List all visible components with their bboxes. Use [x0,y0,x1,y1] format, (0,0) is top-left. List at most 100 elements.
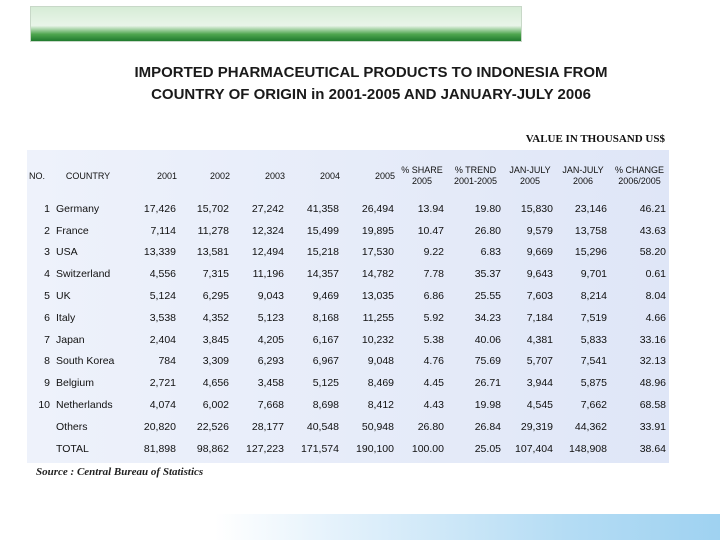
units-note: VALUE IN THOUSAND US$ [525,133,665,145]
cell-2005: 17,530 [361,246,394,259]
cell-jan-july-2005: 9,643 [526,268,553,281]
cell-2005: 190,100 [356,442,394,455]
footer-decoration-bar [215,514,720,540]
page-title: IMPORTED PHARMACEUTICAL PRODUCTS TO INDO… [40,62,702,106]
cell-2004: 8,168 [312,311,339,324]
cell-jan-july-2006: 7,662 [580,399,607,412]
cell-2004: 6,967 [312,355,339,368]
cell-trend: 19.80 [474,202,501,215]
cell-share-2005: 4.45 [423,377,444,390]
cell-share-2005: 13.94 [417,202,444,215]
cell-jan-july-2006: 148,908 [569,442,607,455]
cell-jan-july-2006: 8,214 [580,290,607,303]
cell-2003: 4,205 [257,333,284,346]
cell-2002: 7,315 [202,268,229,281]
cell-2003: 11,196 [252,268,284,281]
cell-trend: 19.98 [474,399,501,412]
cell-no: 1 [44,202,50,215]
cell-jan-july-2006: 7,519 [580,311,607,324]
table-row: 10 Netherlands 4,074 6,002 7,668 8,698 8,412 4.… [27,394,669,416]
cell-2004: 15,218 [306,246,339,259]
cell-change: 4.66 [645,311,666,324]
header-change: % CHANGE 2006/2005 [614,165,664,186]
table-body: 1 Germany 17,426 15,702 27,242 41,358 26,494 13… [27,198,669,460]
cell-change: 68.58 [639,399,666,412]
cell-2002: 3,845 [202,333,229,346]
cell-change: 48.96 [639,377,666,390]
cell-jan-july-2006: 5,875 [580,377,607,390]
cell-2003: 9,043 [257,290,284,303]
header-jan-july-2006: JAN-JULY 2006 [562,165,604,186]
cell-country: South Korea [56,355,115,368]
cell-trend: 26.71 [474,377,501,390]
table-row: 7 Japan 2,404 3,845 4,205 6,167 10,232 5.38 40.0… [27,329,669,351]
cell-2005: 10,232 [361,333,394,346]
cell-2002: 22,526 [196,420,229,433]
cell-2005: 8,412 [367,399,394,412]
cell-jan-july-2005: 9,669 [526,246,553,259]
cell-no: 10 [38,399,50,412]
import-data-table: NO. COUNTRY 2001 2002 2003 2004 2005 % S… [27,154,669,460]
cell-2003: 12,324 [251,224,284,237]
cell-2003: 7,668 [257,399,284,412]
cell-country: Italy [56,311,76,324]
cell-country: Switzerland [56,268,111,281]
cell-2004: 171,574 [301,442,339,455]
title-line-2: COUNTRY OF ORIGIN in 2001-2005 AND JANUA… [151,86,591,103]
title-line-1: IMPORTED PHARMACEUTICAL PRODUCTS TO INDO… [134,64,608,81]
cell-no: 5 [44,290,50,303]
cell-2001: 17,426 [143,202,176,215]
cell-jan-july-2005: 107,404 [515,442,553,455]
cell-country: UK [56,290,71,303]
cell-country: TOTAL [56,442,89,455]
header-country: COUNTRY [65,170,111,181]
cell-2001: 20,820 [143,420,176,433]
cell-no [27,438,53,460]
cell-country: France [56,224,89,237]
table-row: TOTAL 81,898 98,862 127,223 171,574 190,100 10… [27,438,669,460]
cell-jan-july-2005: 7,603 [526,290,553,303]
cell-2004: 6,167 [312,333,339,346]
cell-2002: 3,309 [202,355,229,368]
cell-2001: 784 [158,355,176,368]
header-jan-july-2005: JAN-JULY 2005 [509,165,551,186]
cell-2003: 27,242 [251,202,284,215]
cell-change: 32.13 [639,355,666,368]
cell-jan-july-2005: 7,184 [526,311,553,324]
cell-2005: 50,948 [361,420,394,433]
cell-share-2005: 4.76 [423,355,444,368]
table-row: Others 20,820 22,526 28,177 40,548 50,948 26.8… [27,416,669,438]
cell-2004: 40,548 [306,420,339,433]
cell-2005: 19,895 [361,224,394,237]
cell-2002: 6,295 [202,290,229,303]
cell-2004: 9,469 [312,290,339,303]
header-2002: 2002 [209,170,230,181]
cell-share-2005: 5.92 [423,311,444,324]
table-background [27,150,669,463]
table-row: 3 USA 13,339 13,581 12,494 15,218 17,530 9.22 6.… [27,242,669,264]
cell-share-2005: 9.22 [423,246,444,259]
cell-country: Japan [56,333,85,346]
header-no: NO. [29,170,46,181]
cell-change: 0.61 [645,268,666,281]
cell-trend: 34.23 [474,311,501,324]
cell-2001: 2,721 [149,377,176,390]
cell-share-2005: 6.86 [423,290,444,303]
cell-change: 46.21 [639,202,666,215]
cell-2005: 13,035 [361,290,394,303]
cell-jan-july-2005: 5,707 [526,355,553,368]
cell-2002: 11,278 [197,224,229,237]
cell-country: Netherlands [56,399,113,412]
cell-2002: 6,002 [202,399,229,412]
cell-2002: 15,702 [196,202,229,215]
cell-no: 2 [44,224,50,237]
cell-jan-july-2005: 29,319 [520,420,553,433]
cell-trend: 26.84 [474,420,501,433]
cell-country: Others [56,420,88,433]
cell-2004: 41,358 [306,202,339,215]
cell-country: Germany [56,202,100,215]
cell-no: 8 [44,355,50,368]
cell-trend: 35.37 [474,268,501,281]
cell-2003: 3,458 [257,377,284,390]
cell-2002: 98,862 [196,442,229,455]
